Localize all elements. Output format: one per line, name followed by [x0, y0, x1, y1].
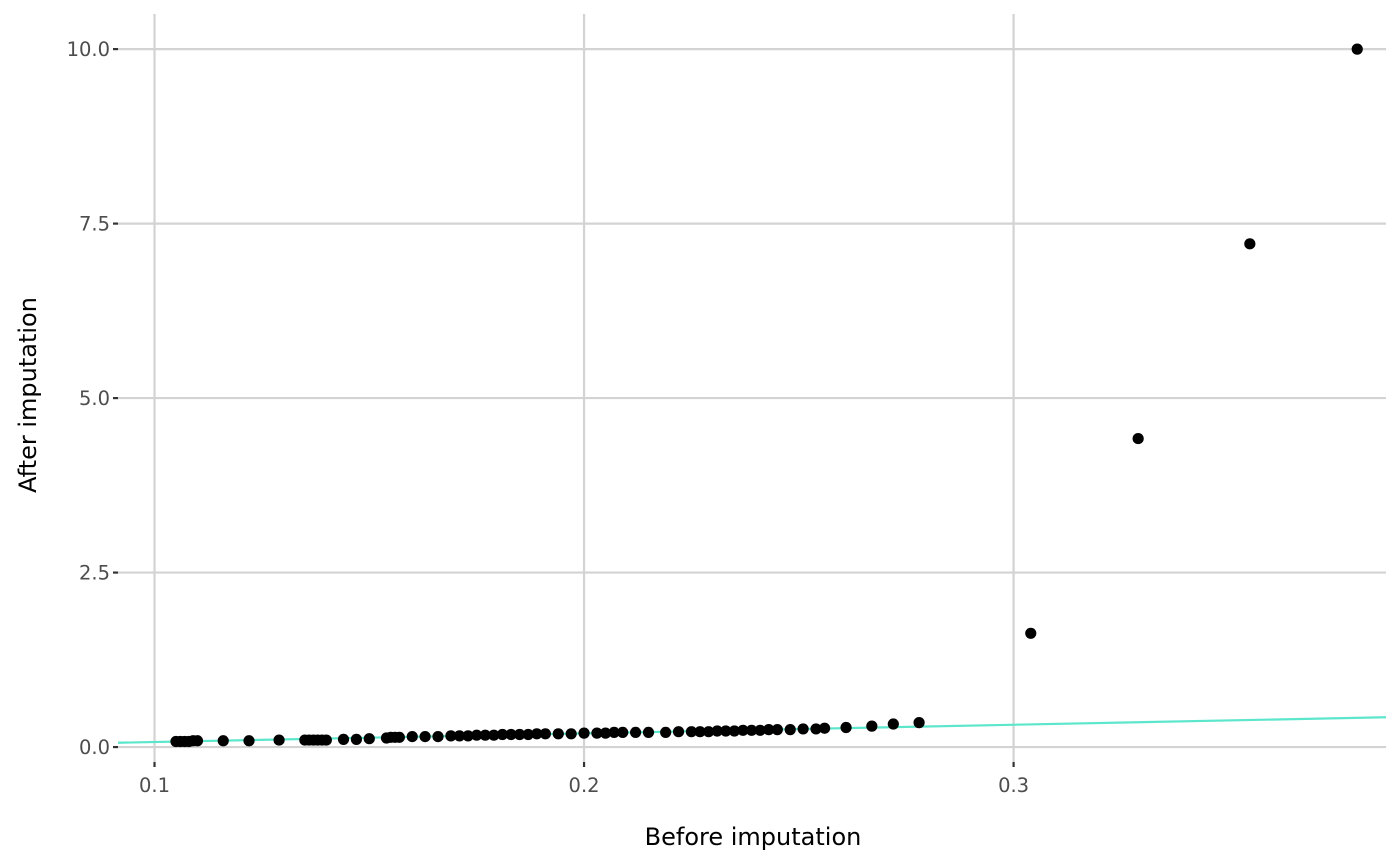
data-point: [432, 730, 444, 743]
data-point: [217, 735, 229, 747]
data-point: [591, 727, 603, 739]
data-point: [784, 724, 796, 736]
data-point: [488, 729, 500, 741]
data-point: [694, 726, 706, 738]
data-point: [754, 724, 766, 736]
x-axis-title: Before imputation: [645, 823, 862, 851]
data-point: [393, 731, 405, 743]
data-point: [642, 726, 655, 739]
data-point: [320, 734, 332, 746]
data-point: [728, 725, 740, 737]
data-point: [419, 730, 431, 743]
data-point: [913, 717, 925, 729]
data-point: [711, 725, 723, 737]
data-point: [720, 725, 732, 737]
data-point: [745, 724, 758, 736]
data-point: [771, 724, 783, 736]
x-tick-label: 0.2: [569, 774, 600, 797]
data-point: [840, 721, 852, 734]
data-point: [539, 728, 551, 740]
data-point: [810, 723, 822, 735]
y-tick-label: 10.0: [67, 38, 110, 61]
data-point: [406, 730, 418, 743]
data-point: [672, 726, 685, 738]
data-point: [514, 728, 526, 741]
data-point: [1025, 627, 1037, 639]
data-point: [617, 726, 629, 739]
data-point: [479, 729, 491, 741]
data-point: [1244, 238, 1256, 250]
data-point: [445, 730, 457, 742]
data-point: [337, 733, 350, 745]
data-point: [191, 735, 204, 747]
data-point: [350, 733, 362, 745]
data-point: [866, 720, 878, 732]
data-point: [471, 729, 483, 741]
y-tick-label: 5.0: [79, 387, 110, 410]
axes: 0.0 2.5 5.0 7.5 10.0 0.1 0.2 0.3: [67, 38, 1030, 797]
points: [170, 43, 1363, 748]
data-point: [505, 728, 517, 741]
data-point: [273, 734, 285, 746]
data-point: [599, 727, 612, 739]
data-point: [565, 728, 577, 740]
data-point: [685, 726, 698, 738]
data-point: [531, 728, 543, 740]
grid: [118, 14, 1386, 762]
y-axis-title: After imputation: [14, 297, 42, 493]
data-point: [363, 733, 375, 745]
data-point: [522, 728, 534, 741]
data-point: [1132, 432, 1144, 445]
data-point: [797, 723, 809, 735]
x-tick-label: 0.3: [998, 774, 1029, 797]
data-point: [1351, 43, 1363, 55]
data-point: [496, 728, 509, 741]
y-tick-label: 2.5: [79, 562, 110, 585]
data-point: [552, 728, 564, 740]
data-point: [887, 718, 899, 730]
data-point: [453, 730, 466, 742]
data-point: [243, 735, 255, 747]
data-point: [703, 726, 715, 738]
data-point: [608, 726, 620, 739]
data-point: [629, 726, 642, 739]
data-point: [818, 722, 831, 734]
x-tick-label: 0.1: [139, 774, 170, 797]
data-point: [660, 726, 672, 739]
data-point: [737, 724, 749, 736]
data-point: [763, 724, 775, 736]
data-point: [462, 730, 474, 742]
y-tick-label: 7.5: [79, 213, 110, 236]
data-point: [578, 727, 590, 739]
y-tick-label: 0.0: [79, 736, 110, 759]
